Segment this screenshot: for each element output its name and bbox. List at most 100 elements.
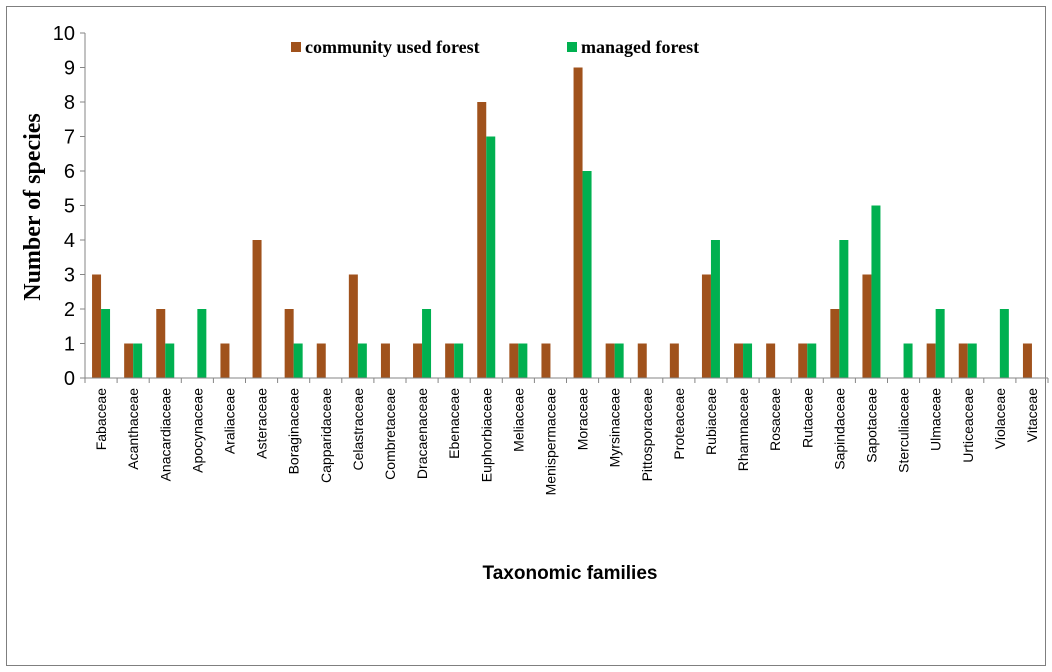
bar-community-used-forest: [766, 343, 776, 378]
bar-community-used-forest: [316, 343, 326, 378]
y-tick-label: 7: [64, 127, 75, 149]
x-tick-label: Ulmaceae: [928, 388, 944, 451]
y-tick-label: 6: [64, 161, 75, 183]
x-tick-label: Combretaceae: [382, 388, 398, 480]
x-tick-label: Ebenaceae: [446, 388, 462, 459]
bar-managed-forest: [101, 309, 111, 378]
bar-managed-forest: [935, 309, 945, 378]
bar-community-used-forest: [573, 67, 583, 378]
y-tick-label: 9: [64, 58, 75, 80]
bar-community-used-forest: [541, 343, 551, 378]
bar-community-used-forest: [958, 343, 968, 378]
bar-community-used-forest: [92, 274, 102, 378]
bar-managed-forest: [357, 343, 367, 378]
bar-managed-forest: [743, 343, 753, 378]
y-tick-label: 4: [64, 230, 75, 252]
x-tick-label: Moraceae: [575, 388, 591, 450]
bar-managed-forest: [871, 205, 881, 378]
bar-managed-forest: [293, 343, 303, 378]
bar-community-used-forest: [477, 102, 487, 378]
x-tick-label: Meliaceae: [510, 388, 526, 452]
x-tick-label: Boraginaceae: [286, 388, 302, 475]
bar-managed-forest: [999, 309, 1009, 378]
y-axis: 0 1 2 3 4 5 6 7 8 9 10: [53, 23, 86, 390]
bar-community-used-forest: [220, 343, 230, 378]
y-tick-label: 2: [64, 299, 75, 321]
bar-community-used-forest: [445, 343, 455, 378]
bar-community-used-forest: [926, 343, 936, 378]
x-tick-label: Urticeaceae: [960, 388, 976, 463]
y-tick-label: 3: [64, 265, 75, 287]
bar-managed-forest: [710, 240, 720, 378]
bar-community-used-forest: [1022, 343, 1032, 378]
legend-label: community used forest: [305, 37, 480, 57]
y-tick-label: 0: [64, 368, 75, 390]
bar-community-used-forest: [284, 309, 294, 378]
bar-managed-forest: [807, 343, 817, 378]
x-tick-label: Sterculiaceae: [896, 388, 912, 473]
bar-community-used-forest: [830, 309, 840, 378]
bar-community-used-forest: [252, 240, 262, 378]
bar-managed-forest: [165, 343, 175, 378]
x-tick-label: Rubiaceae: [703, 388, 719, 455]
x-tick-label: Anacardiaceae: [157, 388, 173, 482]
bar-managed-forest: [486, 136, 496, 378]
x-tick-label: Pittosporaceae: [639, 388, 655, 482]
legend-label: managed forest: [581, 37, 699, 57]
bar-community-used-forest: [701, 274, 711, 378]
bar-managed-forest: [614, 343, 624, 378]
x-tick-label: Sapindaceae: [831, 388, 847, 470]
bar-managed-forest: [967, 343, 977, 378]
x-tick-label: Euphorbiaceae: [478, 388, 494, 482]
bar-managed-forest: [422, 309, 432, 378]
bar-community-used-forest: [413, 343, 423, 378]
bar-community-used-forest: [862, 274, 872, 378]
legend: community used forest managed forest: [291, 37, 699, 57]
x-tick-label: Rutaceae: [799, 388, 815, 448]
x-axis: Fabaceae Acanthaceae Anacardiaceae Apocynac…: [84, 377, 1049, 496]
bar-managed-forest: [454, 343, 464, 378]
bar-managed-forest: [903, 343, 913, 378]
y-tick-label: 10: [53, 23, 75, 45]
x-tick-label: Dracaenaceae: [414, 388, 430, 479]
bar-managed-forest: [197, 309, 207, 378]
x-tick-label: Celastraceae: [350, 388, 366, 471]
x-tick-label: Violaceae: [992, 388, 1008, 449]
legend-swatch: [567, 42, 577, 52]
bar-community-used-forest: [734, 343, 744, 378]
x-tick-label: Capparidaceae: [318, 388, 334, 483]
x-tick-label: Sapotaceae: [863, 388, 879, 463]
y-tick-label: 1: [64, 334, 75, 356]
x-tick-label: Acanthaceae: [125, 388, 141, 470]
x-tick-label: Araliaceae: [221, 388, 237, 454]
y-tick-label: 8: [64, 92, 75, 114]
x-axis-label: Taxonomic families: [483, 563, 658, 584]
bar-community-used-forest: [798, 343, 808, 378]
x-tick-label: Myrsinaceae: [607, 388, 623, 468]
x-tick-label: Proteaceae: [671, 388, 687, 460]
bar-managed-forest: [133, 343, 143, 378]
legend-swatch: [291, 42, 301, 52]
bar-community-used-forest: [348, 274, 358, 378]
bar-community-used-forest: [156, 309, 166, 378]
bar-managed-forest: [839, 240, 849, 378]
bar-community-used-forest: [669, 343, 679, 378]
bars: [92, 67, 1032, 378]
y-tick-label: 5: [64, 196, 75, 218]
bar-managed-forest: [518, 343, 528, 378]
bar-managed-forest: [582, 171, 592, 378]
x-tick-label: Rhamnaceae: [735, 388, 751, 471]
x-tick-label: Menispermaceae: [542, 388, 558, 496]
bar-community-used-forest: [380, 343, 390, 378]
x-tick-label: Fabaceae: [93, 388, 109, 450]
bar-community-used-forest: [509, 343, 519, 378]
bar-community-used-forest: [124, 343, 134, 378]
bar-community-used-forest: [605, 343, 615, 378]
x-tick-label: Rosaceae: [767, 388, 783, 451]
x-tick-label: Vitaceae: [1024, 388, 1040, 442]
x-tick-label: Apocynaceae: [189, 388, 205, 473]
y-axis-label: Number of species: [20, 113, 46, 301]
bar-community-used-forest: [637, 343, 647, 378]
x-tick-label: Asteraceae: [254, 388, 270, 459]
